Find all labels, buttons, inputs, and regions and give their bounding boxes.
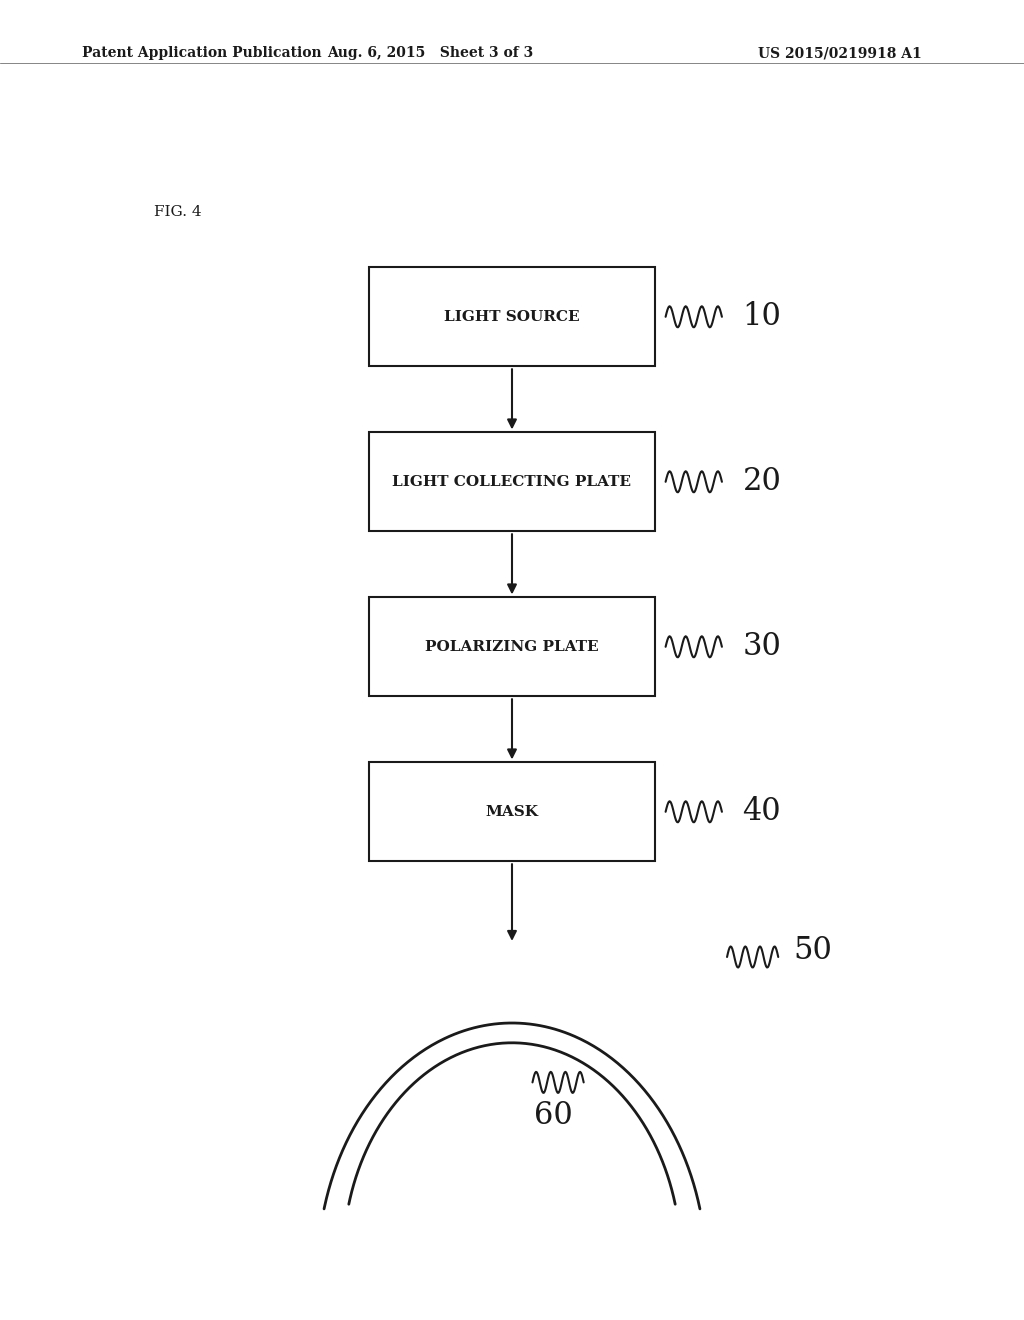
FancyBboxPatch shape xyxy=(369,267,655,366)
Text: LIGHT SOURCE: LIGHT SOURCE xyxy=(444,310,580,323)
Text: Aug. 6, 2015   Sheet 3 of 3: Aug. 6, 2015 Sheet 3 of 3 xyxy=(327,46,534,61)
Text: 40: 40 xyxy=(742,796,781,828)
Text: 10: 10 xyxy=(742,301,781,333)
Text: FIG. 4: FIG. 4 xyxy=(154,205,202,219)
FancyBboxPatch shape xyxy=(369,597,655,697)
Text: POLARIZING PLATE: POLARIZING PLATE xyxy=(425,640,599,653)
Text: US 2015/0219918 A1: US 2015/0219918 A1 xyxy=(758,46,922,61)
FancyBboxPatch shape xyxy=(369,762,655,861)
FancyBboxPatch shape xyxy=(369,433,655,531)
Text: LIGHT COLLECTING PLATE: LIGHT COLLECTING PLATE xyxy=(392,475,632,488)
Text: MASK: MASK xyxy=(485,805,539,818)
Text: Patent Application Publication: Patent Application Publication xyxy=(82,46,322,61)
Text: 60: 60 xyxy=(534,1100,572,1131)
Text: 50: 50 xyxy=(794,935,833,966)
Text: 30: 30 xyxy=(742,631,781,663)
Text: 20: 20 xyxy=(742,466,781,498)
